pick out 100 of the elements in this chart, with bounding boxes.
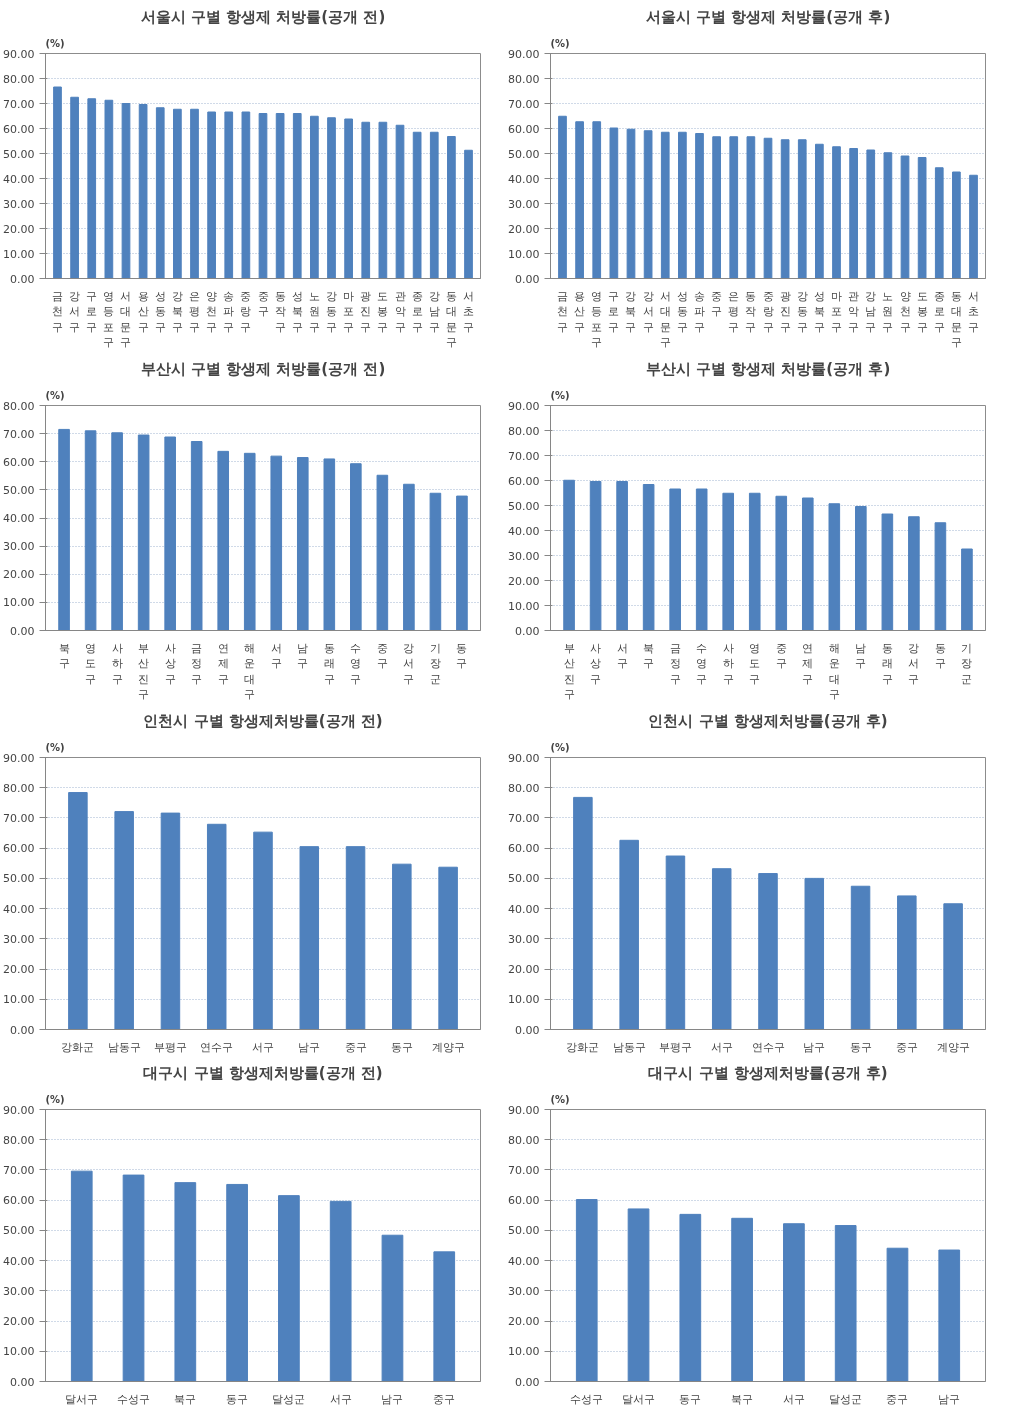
x-tick-label: 사하구 xyxy=(722,641,734,686)
chart-title: 부산시 구별 항생제 처방률(공개 전) xyxy=(140,359,386,378)
x-tick-label: 동구 xyxy=(679,1392,702,1406)
x-tick-label: 송파구 xyxy=(223,289,235,334)
y-tick-label: 80.00 xyxy=(3,399,35,413)
y-tick-label: 0.00 xyxy=(515,272,540,286)
x-tick-label: 남동구 xyxy=(107,1040,141,1054)
y-tick-label: 30.00 xyxy=(508,932,540,946)
y-tick-label: 70.00 xyxy=(3,811,35,825)
x-tick-label: 은평구 xyxy=(728,289,740,334)
y-tick-label: 80.00 xyxy=(3,72,35,86)
x-tick-label: 동작구 xyxy=(274,289,286,334)
y-tick-label: 90.00 xyxy=(508,751,540,765)
y-tick-label: 50.00 xyxy=(3,483,35,497)
y-tick-label: 30.00 xyxy=(3,540,35,554)
y-tick-label: 20.00 xyxy=(3,963,35,977)
y-axis-title: (%) xyxy=(550,1093,570,1105)
y-tick-label: 60.00 xyxy=(3,1194,35,1208)
y-tick-label: 60.00 xyxy=(508,474,540,488)
x-tick-label: 강서구 xyxy=(908,641,920,686)
y-tick-label: 60.00 xyxy=(3,455,35,469)
x-tick-label: 서초구 xyxy=(968,289,980,334)
x-tick-label: 구로구 xyxy=(86,289,98,334)
x-tick-label: 연제구 xyxy=(802,641,814,686)
x-tick-label: 동대문구 xyxy=(950,289,962,350)
x-tick-label: 중구 xyxy=(344,1040,367,1054)
x-tick-label: 연수구 xyxy=(200,1040,234,1054)
x-tick-label: 구로구 xyxy=(608,289,620,334)
y-tick-label: 10.00 xyxy=(508,993,540,1007)
x-tick-label: 부산진구 xyxy=(563,641,575,702)
x-tick-label: 강남구 xyxy=(428,289,440,334)
x-tick-label: 북구 xyxy=(643,641,655,671)
y-tick-label: 90.00 xyxy=(3,47,35,61)
x-tick-label: 강북구 xyxy=(171,289,183,334)
y-tick-label: 80.00 xyxy=(508,781,540,795)
y-tick-label: 10.00 xyxy=(3,993,35,1007)
y-tick-label: 0.00 xyxy=(10,1375,35,1389)
x-tick-label: 계양구 xyxy=(936,1040,970,1054)
x-tick-label: 달서구 xyxy=(622,1392,656,1406)
x-tick-label: 동구 xyxy=(934,641,946,671)
x-tick-label: 남구 xyxy=(297,641,309,671)
x-tick-label: 영도구 xyxy=(85,641,97,686)
y-tick-label: 70.00 xyxy=(508,811,540,825)
y-tick-label: 80.00 xyxy=(508,424,540,438)
y-tick-label: 40.00 xyxy=(508,1254,540,1268)
x-tick-label: 강동구 xyxy=(326,289,337,334)
x-tick-label: 중구 xyxy=(257,289,269,319)
y-tick-label: 40.00 xyxy=(508,902,540,916)
y-tick-label: 50.00 xyxy=(508,1224,540,1238)
x-tick-label: 서초구 xyxy=(463,289,475,334)
x-tick-label: 강서구 xyxy=(69,289,81,334)
y-tick-label: 30.00 xyxy=(3,932,35,946)
y-tick-label: 10.00 xyxy=(3,247,35,261)
x-tick-label: 남구 xyxy=(298,1040,321,1054)
y-tick-label: 10.00 xyxy=(3,1345,35,1359)
y-tick-label: 30.00 xyxy=(3,1284,35,1298)
y-tick-label: 50.00 xyxy=(3,1224,35,1238)
x-tick-label: 남구 xyxy=(938,1392,961,1406)
y-tick-label: 0.00 xyxy=(10,272,35,286)
x-tick-label: 동래구 xyxy=(323,641,335,686)
y-tick-label: 70.00 xyxy=(508,1163,540,1177)
x-tick-label: 성동구 xyxy=(154,289,166,334)
x-tick-label: 수성구 xyxy=(117,1392,151,1406)
y-tick-label: 90.00 xyxy=(508,399,540,413)
x-tick-label: 성북구 xyxy=(813,289,825,334)
y-tick-label: 20.00 xyxy=(3,1315,35,1329)
x-tick-label: 종로구 xyxy=(411,289,423,334)
y-tick-label: 20.00 xyxy=(3,222,35,236)
x-tick-label: 수영구 xyxy=(696,641,708,686)
y-tick-label: 70.00 xyxy=(508,449,540,463)
x-tick-label: 금천구 xyxy=(556,289,568,334)
x-tick-label: 남구 xyxy=(855,641,867,671)
y-tick-label: 0.00 xyxy=(515,1023,540,1037)
x-tick-label: 금정구 xyxy=(669,641,681,686)
y-tick-label: 80.00 xyxy=(508,72,540,86)
x-tick-label: 성북구 xyxy=(291,289,303,334)
x-tick-label: 동구 xyxy=(226,1392,249,1406)
x-tick-label: 북구 xyxy=(731,1392,754,1406)
y-tick-label: 30.00 xyxy=(3,197,35,211)
x-tick-label: 달서구 xyxy=(65,1392,99,1406)
x-tick-label: 관악구 xyxy=(394,289,406,334)
chart-title: 인천시 구별 항생제처방률(공개 전) xyxy=(143,711,383,730)
y-tick-label: 0.00 xyxy=(10,1023,35,1037)
x-tick-label: 성동구 xyxy=(676,289,688,334)
x-tick-label: 중구 xyxy=(433,1392,456,1406)
y-axis-title: (%) xyxy=(550,741,570,753)
x-tick-label: 달성군 xyxy=(272,1392,306,1406)
x-tick-label: 용산구 xyxy=(137,289,149,334)
y-axis-title: (%) xyxy=(45,37,65,49)
x-tick-label: 서구 xyxy=(270,641,282,671)
y-tick-label: 90.00 xyxy=(3,751,35,765)
x-tick-label: 중구 xyxy=(886,1392,909,1406)
y-tick-label: 30.00 xyxy=(508,197,540,211)
x-tick-label: 서구 xyxy=(782,1392,805,1406)
x-tick-label: 수성구 xyxy=(570,1392,604,1406)
y-tick-label: 40.00 xyxy=(3,1254,35,1268)
x-tick-label: 북구 xyxy=(174,1392,197,1406)
x-tick-label: 금천구 xyxy=(51,289,63,334)
x-tick-label: 강화군 xyxy=(566,1040,600,1054)
x-tick-label: 남구 xyxy=(803,1040,826,1054)
